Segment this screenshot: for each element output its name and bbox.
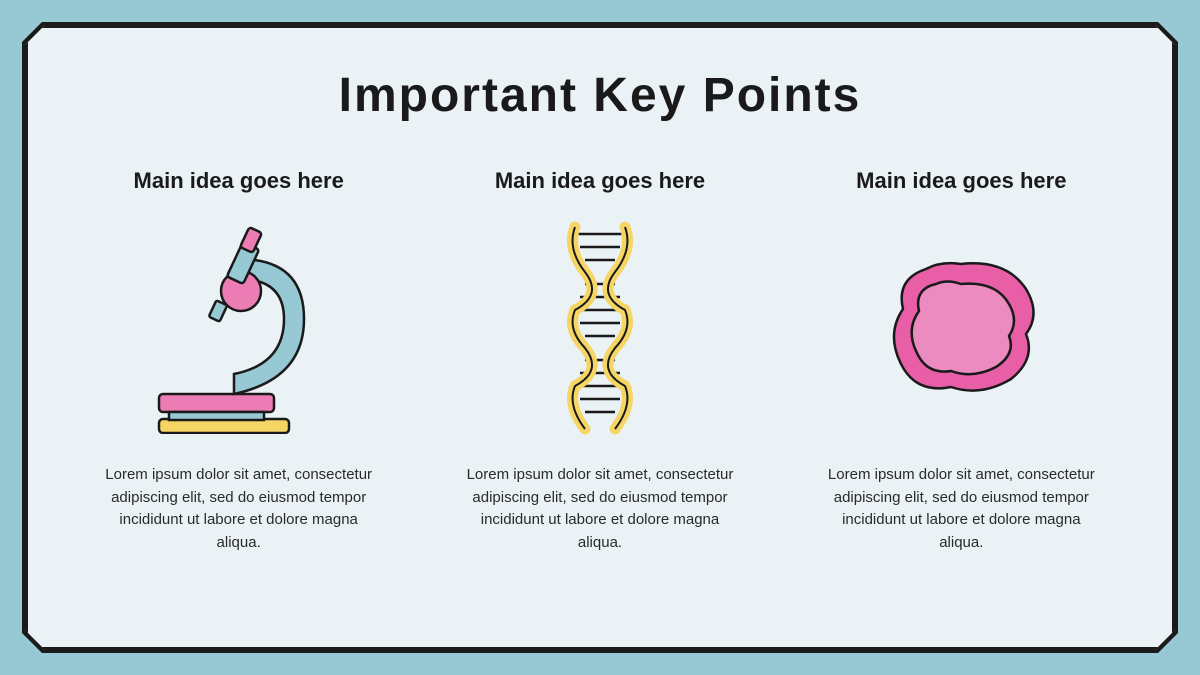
column-3: Main idea goes here Lorem ipsum dolor si… [801, 168, 1122, 554]
dna-icon [555, 219, 645, 439]
column-2-description: Lorem ipsum dolor sit amet, consectetur … [460, 464, 740, 554]
columns-container: Main idea goes here [78, 168, 1122, 554]
column-3-description: Lorem ipsum dolor sit amet, consectetur … [821, 464, 1101, 554]
column-1-description: Lorem ipsum dolor sit amet, consectetur … [99, 464, 379, 554]
cell-icon [861, 219, 1061, 439]
column-2-subtitle: Main idea goes here [495, 168, 705, 194]
page-title: Important Key Points [78, 68, 1122, 123]
main-card: Important Key Points Main idea goes here [25, 25, 1175, 650]
column-3-subtitle: Main idea goes here [856, 168, 1066, 194]
column-1-subtitle: Main idea goes here [134, 168, 344, 194]
card-outer-border: Important Key Points Main idea goes here [22, 22, 1178, 653]
column-2: Main idea goes here [439, 168, 760, 554]
microscope-icon [139, 219, 339, 439]
column-1: Main idea goes here [78, 168, 399, 554]
